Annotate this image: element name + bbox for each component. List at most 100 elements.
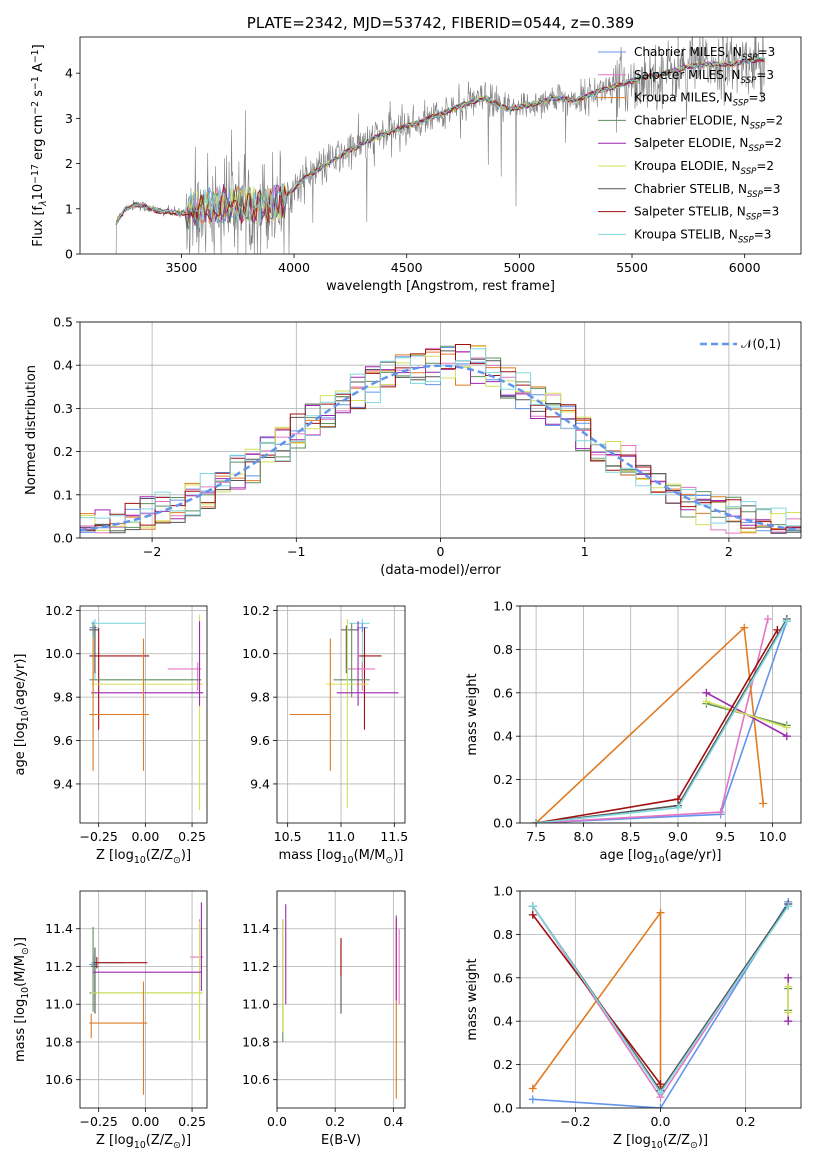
x-tick-label: 0.0 bbox=[267, 1114, 287, 1129]
x-tick-label: 10.0 bbox=[759, 829, 787, 844]
y-tick-label: 0.2 bbox=[493, 1057, 513, 1072]
y-tick-label: 1.0 bbox=[493, 599, 513, 614]
legend-label: Chabrier MILES, NSSP=3 bbox=[634, 45, 775, 63]
residual-histogram-panel: −2 −1 0 1 2 0.0 0.1 0.2 0.3 0.4 0.5 (data-model)/er… bbox=[24, 315, 802, 578]
x-tick-label: −0.25 bbox=[80, 1114, 118, 1129]
axes-frame bbox=[79, 36, 802, 255]
y-tick-label: 4 bbox=[65, 66, 73, 81]
histogram-steps bbox=[80, 347, 801, 534]
x-tick-label: 6000 bbox=[729, 260, 761, 275]
plot-area bbox=[282, 904, 400, 1099]
y-tick-label: 11.2 bbox=[242, 959, 270, 974]
y-tick-label: 0.8 bbox=[493, 642, 513, 657]
y-axis-label: age [log10(age/yr)] bbox=[13, 654, 31, 776]
x-tick-label: 0.4 bbox=[383, 1114, 403, 1129]
x-tick-label: 9.0 bbox=[668, 829, 688, 844]
x-tick-label: 3500 bbox=[165, 260, 197, 275]
y-tick-label: 0.2 bbox=[53, 444, 73, 459]
x-axis-label: Z [log10(Z/Z⊙)] bbox=[96, 1133, 191, 1151]
y-tick-label: 10.2 bbox=[242, 603, 270, 618]
x-tick-label: 7.5 bbox=[526, 829, 546, 844]
x-tick-label: 0.00 bbox=[131, 1114, 159, 1129]
mass-weight-marker bbox=[782, 732, 791, 741]
mass-weight-marker bbox=[656, 908, 665, 917]
x-tick-label: −2 bbox=[143, 544, 161, 559]
y-axis-label: mass weight bbox=[465, 673, 480, 755]
mass-weight-marker bbox=[532, 819, 541, 823]
y-tick-label: 0.1 bbox=[53, 487, 73, 502]
y-axis-label: Flux [fλ10−17 erg cm−2 s−1 A−1] bbox=[30, 44, 49, 246]
x-tick-label: 5000 bbox=[503, 260, 535, 275]
y-tick-label: 0.4 bbox=[53, 358, 73, 373]
y-tick-label: 0.6 bbox=[493, 685, 513, 700]
y-tick-label: 9.6 bbox=[53, 733, 73, 748]
mass-weight-marker bbox=[784, 982, 793, 991]
y-tick-label: 10.6 bbox=[242, 1072, 270, 1087]
x-tick-label: −0.2 bbox=[560, 1114, 590, 1129]
y-tick-label: 3 bbox=[65, 111, 73, 126]
age-vs-metallicity-panel: −0.25 0.00 0.25 9.4 9.6 9.8 10.0 10.2 Z [log10(Z… bbox=[13, 603, 208, 866]
x-tick-label: 0.2 bbox=[736, 1114, 756, 1129]
y-tick-label: 0.0 bbox=[493, 816, 513, 831]
axes-frame bbox=[79, 890, 208, 1109]
y-tick-label: 11.4 bbox=[242, 921, 270, 936]
y-axis-label: mass [log10(M/M⊙)] bbox=[13, 937, 31, 1062]
mass-weight-line bbox=[706, 700, 788, 729]
mass-weight-vs-metallicity-panel: −0.2 0.0 0.2 0.0 0.2 0.4 0.6 0.8 1.0 Z [log10(Z/Z… bbox=[465, 884, 802, 1151]
y-axis-label: mass weight bbox=[465, 958, 480, 1040]
x-tick-label: 1 bbox=[581, 544, 589, 559]
mass-vs-metallicity-panel: −0.25 0.00 0.25 10.6 10.8 11.0 11.2 11.4 Z [log1… bbox=[13, 890, 208, 1151]
mass-weight-marker bbox=[702, 688, 711, 697]
mass-weight-marker bbox=[528, 1095, 537, 1104]
legend-label: Chabrier STELIB, NSSP=3 bbox=[634, 182, 781, 200]
x-tick-label: 5500 bbox=[616, 260, 648, 275]
x-tick-label: 4000 bbox=[278, 260, 310, 275]
x-axis-label: mass [log10(M/M⊙)] bbox=[279, 848, 404, 866]
y-tick-label: 9.8 bbox=[53, 690, 73, 705]
mass-weight-line bbox=[532, 901, 789, 1108]
x-tick-label: 11.5 bbox=[380, 829, 408, 844]
y-tick-label: 0.8 bbox=[493, 927, 513, 942]
plot-area bbox=[532, 615, 791, 823]
legend-label: Kroupa STELIB, NSSP=3 bbox=[634, 227, 771, 245]
y-tick-label: 2 bbox=[65, 156, 73, 171]
axes-frame bbox=[519, 605, 802, 824]
legend-label: Salpeter ELODIE, NSSP=2 bbox=[634, 136, 782, 154]
y-tick-label: 9.4 bbox=[53, 776, 73, 791]
x-tick-label: 0.00 bbox=[131, 829, 159, 844]
y-tick-label: 0.0 bbox=[53, 531, 73, 546]
histogram-steps bbox=[80, 347, 801, 533]
mass-weight-marker bbox=[740, 623, 749, 632]
histogram-steps bbox=[80, 346, 801, 533]
y-tick-label: 0.4 bbox=[493, 729, 513, 744]
y-tick-label: 10.0 bbox=[45, 646, 73, 661]
legend-label: Kroupa ELODIE, NSSP=2 bbox=[634, 159, 774, 177]
y-tick-label: 0.5 bbox=[53, 315, 73, 330]
mass-weight-marker bbox=[782, 617, 791, 626]
y-tick-label: 9.4 bbox=[250, 776, 270, 791]
x-tick-label: 0.2 bbox=[325, 1114, 345, 1129]
y-tick-label: 10.8 bbox=[45, 1034, 73, 1049]
mass-weight-marker bbox=[674, 803, 683, 812]
legend-label: Salpeter MILES, NSSP=3 bbox=[634, 68, 774, 86]
plot-area bbox=[89, 614, 204, 810]
mass-weight-marker bbox=[528, 1084, 537, 1093]
x-tick-label: 10.5 bbox=[274, 829, 302, 844]
x-axis-label: wavelength [Angstrom, rest frame] bbox=[326, 279, 555, 294]
y-tick-label: 10.0 bbox=[242, 646, 270, 661]
y-tick-label: 0.4 bbox=[493, 1014, 513, 1029]
mass-weight-marker bbox=[782, 723, 791, 732]
x-axis-label: (data-model)/error bbox=[380, 563, 501, 578]
x-axis-label: E(B-V) bbox=[321, 1133, 361, 1148]
spectrum-panel: 3500 4000 4500 5000 5500 6000 0 1 2 3 4 wavelength … bbox=[30, 14, 802, 294]
mass-weight-marker bbox=[784, 1017, 793, 1026]
mass-weight-vs-age-panel: 7.5 8.0 8.5 9.0 9.5 10.0 0.0 0.2 0.4 0.6 0.8 1.0 age… bbox=[465, 599, 802, 866]
x-tick-label: 8.0 bbox=[573, 829, 593, 844]
y-axis-label: Normed distribution bbox=[24, 365, 39, 495]
y-tick-label: 11.0 bbox=[242, 997, 270, 1012]
y-tick-label: 0 bbox=[65, 247, 73, 262]
legend-label: 𝒩(0,1) bbox=[741, 337, 781, 351]
mass-weight-marker bbox=[784, 902, 793, 911]
x-tick-label: 11.0 bbox=[327, 829, 355, 844]
mass-weight-marker bbox=[716, 808, 725, 817]
